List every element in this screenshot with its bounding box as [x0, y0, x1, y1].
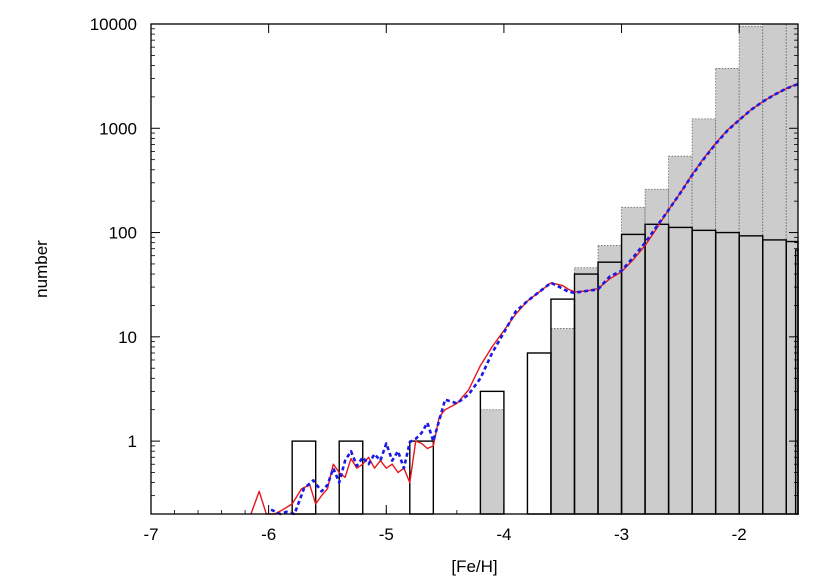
- gray-bar-9: [738, 25, 764, 515]
- x-tick-label: -7: [143, 525, 158, 544]
- model-curves: [250, 82, 799, 516]
- black-bar-2: [409, 440, 435, 515]
- black-bar-4: [526, 352, 552, 515]
- gray-bar-8: [715, 68, 740, 515]
- x-tick-label: -4: [496, 525, 511, 544]
- gray-histogram: [479, 23, 799, 515]
- y-tick-label: 10000: [90, 15, 137, 34]
- x-tick-label: -2: [732, 525, 747, 544]
- gray-bar-7: [691, 118, 717, 515]
- x-axis-label: [Fe/H]: [451, 557, 497, 576]
- gray-bar-1: [550, 328, 575, 515]
- axis-ticks: -7 -6 -5 -4 -3 -2 1 10 100 1000 10000: [90, 15, 798, 544]
- y-tick-label: 10: [118, 328, 137, 347]
- x-tick-label: -3: [614, 525, 629, 544]
- plot-frame: [150, 23, 799, 515]
- gray-bar-10: [762, 23, 787, 515]
- y-tick-label: 1: [128, 432, 137, 451]
- gray-bar-0: [479, 409, 505, 515]
- series-line-1: [270, 82, 799, 516]
- y-tick-label: 1000: [99, 119, 137, 138]
- x-tick-label: -6: [261, 525, 276, 544]
- gray-bar-4: [621, 206, 646, 515]
- y-tick-label: 100: [109, 224, 137, 243]
- y-axis-label: number: [32, 240, 51, 298]
- black-bar-0: [291, 440, 317, 515]
- gray-bar-6: [668, 155, 693, 515]
- gray-bar-2: [574, 267, 599, 515]
- x-tick-label: -5: [379, 525, 394, 544]
